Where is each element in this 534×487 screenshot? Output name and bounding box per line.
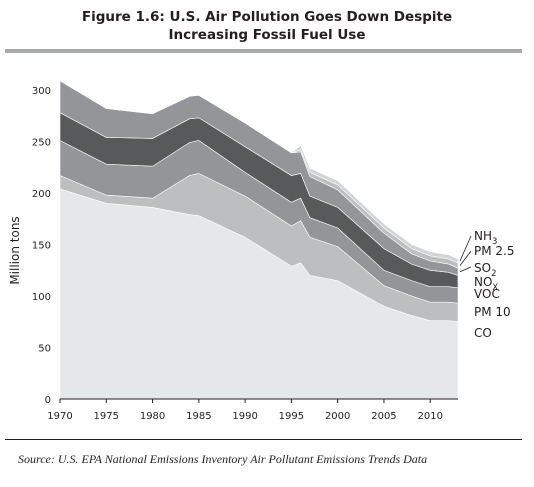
x-tick-label: 2005 [371, 411, 396, 422]
series-label-so2: SO2 [474, 261, 496, 279]
area-layers [59, 80, 459, 400]
top-rule [5, 49, 522, 53]
x-tick-label: 1980 [140, 411, 165, 422]
x-tick-label: 2000 [325, 411, 350, 422]
leader-line-pm-2-5 [459, 250, 472, 266]
x-tick-label: 1995 [279, 411, 304, 422]
y-tick-label: 150 [32, 241, 51, 252]
chart-title: Figure 1.6: U.S. Air Pollution Goes Down… [0, 8, 534, 44]
area-nh3 [59, 80, 459, 264]
y-tick-label: 200 [32, 189, 51, 200]
y-axis-label: Million tons [8, 216, 22, 284]
series-label-nox: NOX [474, 275, 498, 293]
series-label-co: CO [474, 326, 492, 340]
x-tick-label: 2010 [418, 411, 443, 422]
axes: 1970 1975 1980 1985 1990 1995 2000 2005 2010 0 50 1… [8, 86, 458, 422]
source-note: Source: U.S. EPA National Emissions Inve… [18, 452, 428, 466]
x-tick-label: 1970 [47, 411, 72, 422]
leader-line-so2 [459, 266, 472, 273]
leader-line-nh3 [459, 235, 472, 262]
y-tick-label: 100 [32, 292, 51, 303]
series-label-pm-2-5: PM 2.5 [474, 244, 515, 258]
y-tick-label: 250 [32, 138, 51, 149]
bottom-rule [5, 439, 522, 440]
y-tick-label: 0 [45, 395, 51, 406]
series-label-voc: VOC [474, 287, 500, 301]
y-tick-label: 300 [32, 86, 51, 97]
series-label-nh3: NH3 [474, 229, 497, 247]
chart-title-line-1: Figure 1.6: U.S. Air Pollution Goes Down… [81, 9, 453, 25]
series-label-pm-10: PM 10 [474, 305, 511, 319]
x-tick-label: 1990 [232, 411, 257, 422]
y-tick-label: 50 [38, 344, 51, 355]
x-tick-label: 1975 [94, 411, 119, 422]
x-tick-label: 1985 [186, 411, 211, 422]
chart-title-line-2: Increasing Fossil Fuel Use [168, 27, 366, 43]
